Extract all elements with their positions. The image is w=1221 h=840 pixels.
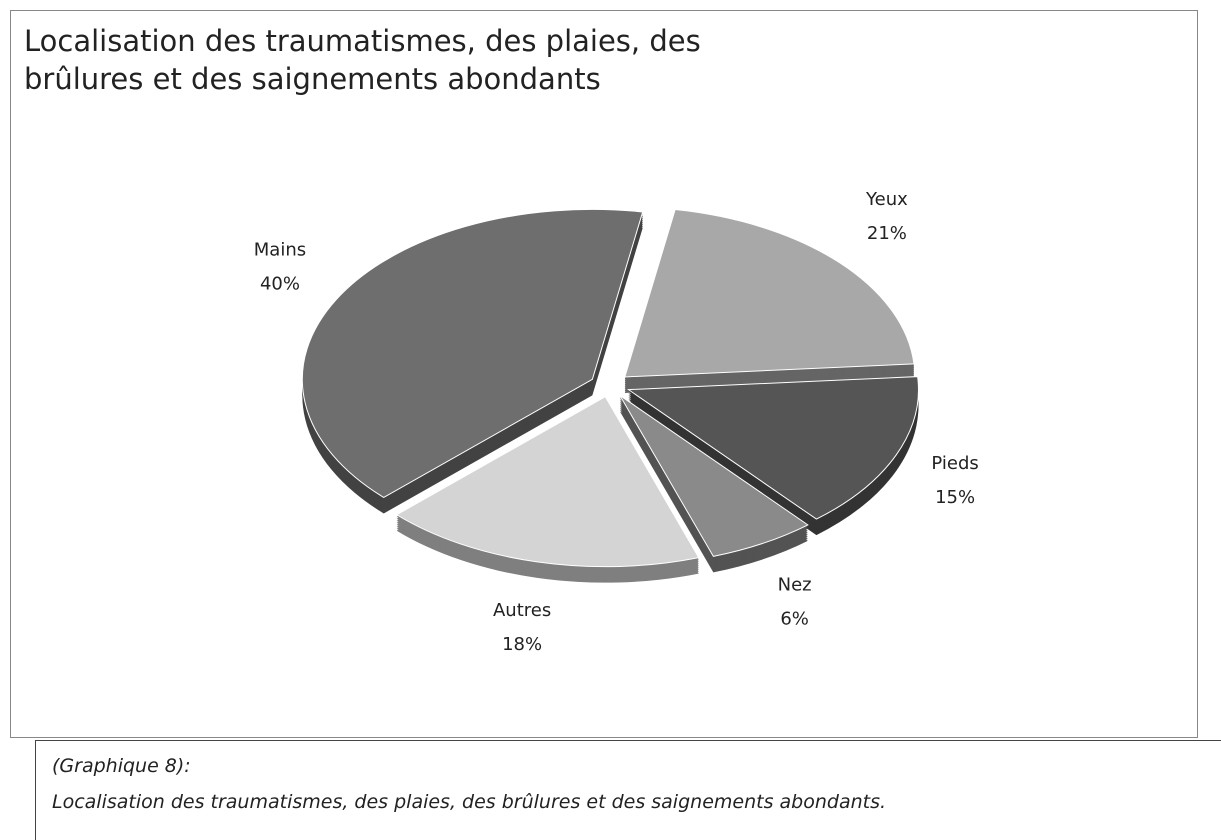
slice <box>301 208 644 499</box>
value-label: 21% <box>867 223 907 244</box>
slice-label: Yeux <box>865 189 908 210</box>
slice-label: Nez <box>778 574 812 595</box>
chart-title: Localisation des traumatismes, des plaie… <box>24 24 701 96</box>
slice-label: Autres <box>493 600 551 621</box>
value-label: 40% <box>260 274 300 295</box>
caption-label: (Graphique 8): <box>52 755 191 777</box>
caption: (Graphique 8): Localisation des traumati… <box>35 740 1221 840</box>
value-label: 18% <box>502 634 542 655</box>
value-label: 6% <box>780 608 809 629</box>
slice <box>626 376 919 520</box>
slice <box>619 395 809 557</box>
slice <box>624 208 915 378</box>
caption-text: Localisation des traumatismes, des plaie… <box>52 791 887 813</box>
chart: Yeux 21% Pieds 15% Nez 6% Autres 18% Mains 40% <box>254 189 979 655</box>
slice <box>395 395 700 568</box>
slice-label: Mains <box>254 240 306 261</box>
value-label: 15% <box>935 487 975 508</box>
slice-label: Pieds <box>931 453 978 474</box>
chart-frame <box>10 10 1198 738</box>
